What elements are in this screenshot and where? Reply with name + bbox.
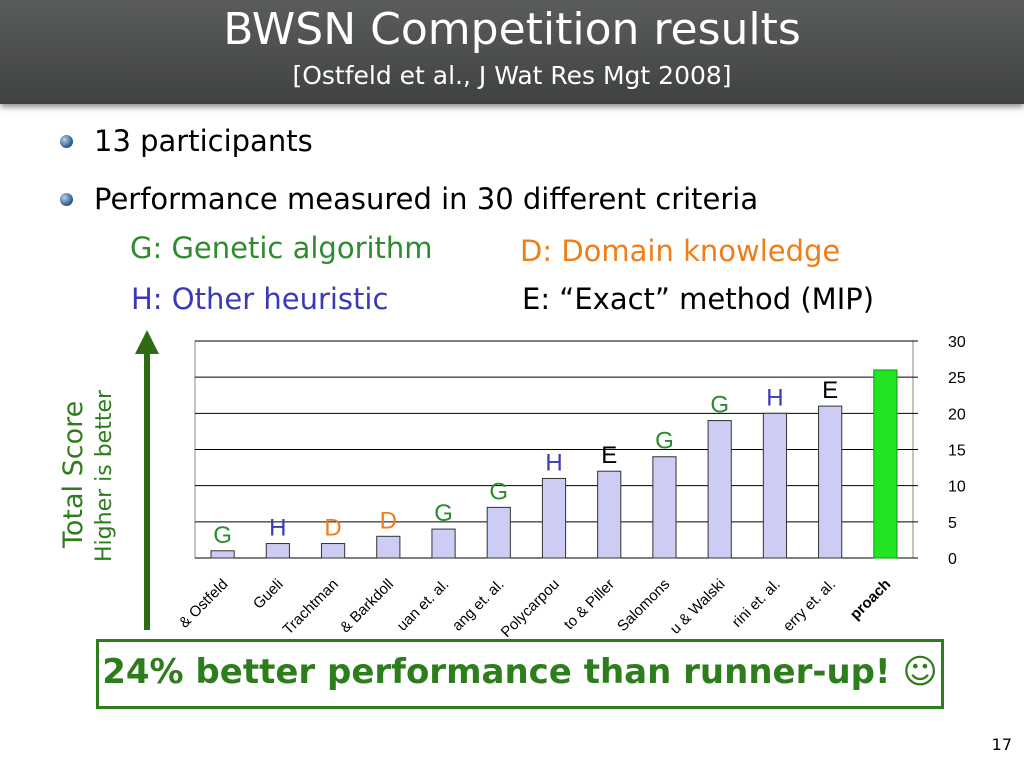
legend-domain: D: Domain knowledge xyxy=(520,234,841,268)
bar-method-label: D xyxy=(324,515,341,542)
bar xyxy=(818,405,843,559)
x-tick-label: proach xyxy=(847,576,894,623)
bar xyxy=(541,477,567,559)
y-tick-label: 15 xyxy=(948,443,966,460)
x-tick-label: erry et. al. xyxy=(780,576,839,635)
y-tick-label: 10 xyxy=(948,479,966,496)
x-tick-label: Trachtman xyxy=(280,576,342,638)
bar xyxy=(320,543,346,559)
x-tick-label: Salomons xyxy=(614,576,673,635)
bar xyxy=(431,528,456,559)
slide-subtitle: [Ostfeld et al., J Wat Res Mgt 2008] xyxy=(292,61,732,90)
bar-chart: 0 5 10 15 20 25 30 G & Ostfeld H Gueli D Trachtman D &… xyxy=(176,334,966,640)
bullet-dot-icon xyxy=(60,193,73,206)
bar xyxy=(652,456,677,559)
y-tick-label: 25 xyxy=(948,370,966,387)
bar-method-label: H xyxy=(766,384,783,411)
bar xyxy=(873,369,898,559)
bar-method-label: G xyxy=(489,478,508,505)
callout-text: 24% better performance than runner-up! ☺ xyxy=(102,652,938,692)
y-tick-label: 5 xyxy=(948,515,957,532)
bar-method-label: E xyxy=(601,442,617,469)
x-tick-label: Gueli xyxy=(250,576,287,613)
legend-exact: E: “Exact” method (MIP) xyxy=(522,282,875,316)
x-tick-label: to & Piller xyxy=(561,576,618,633)
bar xyxy=(486,506,511,559)
x-tick-label: rini et. al. xyxy=(729,576,784,631)
up-arrow-icon xyxy=(135,330,159,630)
bar-method-label: E xyxy=(822,377,838,404)
slide-title: BWSN Competition results xyxy=(223,4,801,55)
bullet-text: 13 participants xyxy=(94,124,313,158)
bar xyxy=(210,550,235,559)
bar-method-label: H xyxy=(545,449,562,476)
bar-method-label: G xyxy=(434,500,453,527)
bar xyxy=(376,535,401,559)
x-tick-label: Polycarpou xyxy=(498,576,563,640)
bar-method-label: H xyxy=(269,515,286,542)
bullet-dot-icon xyxy=(60,135,73,148)
bar-method-label: G xyxy=(655,428,674,455)
x-tick-label: uan et. al. xyxy=(394,576,453,635)
bar-method-label: G xyxy=(710,392,729,419)
x-tick-label: ang et. al. xyxy=(449,576,508,635)
x-tick-label: & Barkdoll xyxy=(337,576,397,636)
page-number: 17 xyxy=(991,735,1012,754)
bar-method-label: G xyxy=(213,522,232,549)
bar xyxy=(707,420,732,559)
bar xyxy=(265,543,290,559)
y-tick-label: 0 xyxy=(948,551,957,568)
legend-genetic: G: Genetic algorithm xyxy=(130,231,433,265)
title-bar: BWSN Competition results [Ostfeld et al.… xyxy=(0,0,1024,104)
x-tick-label: & Ostfeld xyxy=(176,576,232,632)
y-tick-label: 30 xyxy=(948,334,966,351)
legend-heuristic: H: Other heuristic xyxy=(131,282,389,316)
bullet-text: Performance measured in 30 different cri… xyxy=(94,182,759,216)
bar xyxy=(597,470,622,559)
x-tick-label: u & Walski xyxy=(667,576,729,638)
y-tick-label: 20 xyxy=(948,406,966,423)
callout-box: 24% better performance than runner-up! ☺ xyxy=(96,639,944,709)
bar xyxy=(762,412,788,559)
bar-method-label: D xyxy=(380,507,397,534)
